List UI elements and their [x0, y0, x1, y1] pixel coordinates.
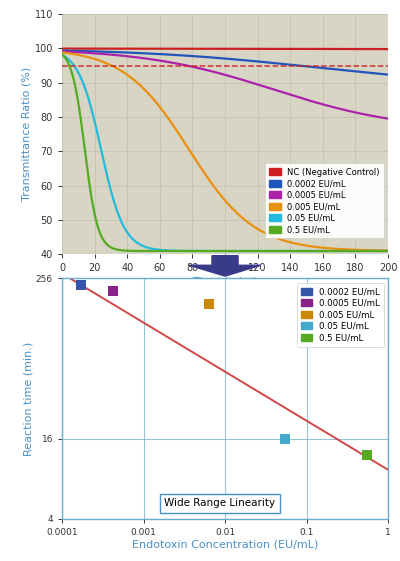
NC (Negative Control) [203, 45, 208, 52]
0.0005 EU/mL [320, 101, 324, 108]
0.5 EU/mL [192, 247, 196, 254]
0.0005 EU/mL [284, 90, 288, 96]
Y-axis label: Transmittance Ratio (%): Transmittance Ratio (%) [22, 67, 32, 201]
Line: 0.05 EU/mL: 0.05 EU/mL [62, 55, 388, 251]
X-axis label: Time (min.): Time (min.) [193, 276, 257, 286]
0.05 EU/mL [386, 247, 390, 254]
Line: 0.0002 EU/mL: 0.0002 EU/mL [62, 50, 388, 75]
NC (Negative Control) [93, 45, 98, 52]
0.05 EU/mL [192, 247, 196, 254]
0.5 EU/mL [60, 51, 64, 58]
0.5 EU/mL [386, 247, 390, 254]
0.0005 EU/mL [60, 48, 64, 55]
0.005 EU/mL [320, 244, 324, 251]
NC (Negative Control) [60, 45, 64, 52]
0.5 EU/mL [320, 247, 324, 254]
Line: 0.5 EU/mL: 0.5 EU/mL [62, 54, 388, 251]
0.05 EU/mL [314, 247, 319, 254]
NC (Negative Control) [192, 45, 196, 52]
0.0002 EU/mL [284, 61, 288, 68]
0.05 EU/mL [203, 247, 208, 254]
0.005 EU/mL [192, 154, 196, 160]
0.05 EU/mL [93, 121, 98, 128]
0.0005 EU/mL [203, 66, 208, 73]
Legend: NC (Negative Control), 0.0002 EU/mL, 0.0005 EU/mL, 0.005 EU/mL, 0.05 EU/mL, 0.5 : NC (Negative Control), 0.0002 EU/mL, 0.0… [265, 163, 384, 238]
NC (Negative Control) [320, 45, 324, 52]
0.05 EU/mL [320, 247, 324, 254]
NC (Negative Control) [284, 45, 288, 52]
NC (Negative Control) [386, 46, 390, 53]
0.005 EU/mL [386, 247, 390, 254]
FancyArrow shape [189, 256, 261, 276]
0.0002 EU/mL [93, 48, 98, 55]
Line: 0.005 EU/mL: 0.005 EU/mL [62, 52, 388, 251]
0.0005 EU/mL [314, 99, 319, 106]
0.0002 EU/mL [60, 47, 64, 54]
0.05 EU/mL [284, 247, 288, 254]
0.005 EU/mL [203, 171, 208, 178]
0.005 EU/mL [93, 56, 98, 62]
Point [364, 451, 370, 460]
0.0002 EU/mL [386, 71, 390, 78]
0.005 EU/mL [284, 238, 288, 245]
0.05 EU/mL [60, 52, 64, 58]
0.0002 EU/mL [314, 64, 319, 71]
Text: Wide Range Linearity: Wide Range Linearity [164, 498, 276, 508]
0.5 EU/mL [203, 247, 208, 254]
NC (Negative Control) [314, 45, 319, 52]
0.0005 EU/mL [93, 50, 98, 57]
0.5 EU/mL [326, 247, 331, 254]
Legend: 0.0002 EU/mL, 0.0005 EU/mL, 0.005 EU/mL, 0.05 EU/mL, 0.5 EU/mL: 0.0002 EU/mL, 0.0005 EU/mL, 0.005 EU/mL,… [297, 283, 384, 347]
Point [78, 280, 84, 289]
Y-axis label: Reaction time (min.): Reaction time (min.) [23, 342, 33, 456]
0.0005 EU/mL [192, 64, 196, 71]
Point [110, 287, 116, 296]
0.0005 EU/mL [386, 115, 390, 122]
0.0002 EU/mL [320, 65, 324, 71]
X-axis label: Endotoxin Concentration (EU/mL): Endotoxin Concentration (EU/mL) [132, 540, 318, 550]
0.0002 EU/mL [192, 53, 196, 59]
0.5 EU/mL [284, 247, 288, 254]
0.005 EU/mL [314, 243, 319, 250]
Line: 0.0005 EU/mL: 0.0005 EU/mL [62, 52, 388, 118]
Point [206, 300, 212, 309]
0.005 EU/mL [60, 49, 64, 56]
Point [282, 434, 288, 443]
0.5 EU/mL [314, 247, 319, 254]
0.0002 EU/mL [203, 54, 208, 61]
0.5 EU/mL [93, 214, 98, 220]
